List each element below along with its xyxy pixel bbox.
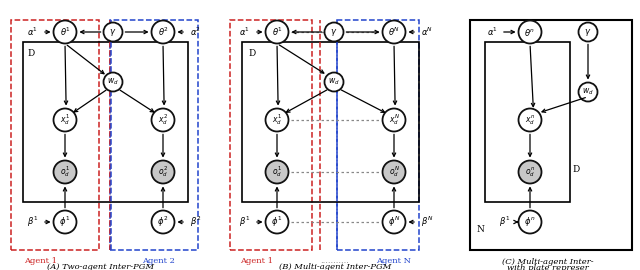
- Circle shape: [518, 160, 541, 184]
- Text: $\phi^1$: $\phi^1$: [271, 215, 283, 229]
- Text: $\phi^n$: $\phi^n$: [524, 215, 536, 228]
- Circle shape: [152, 211, 175, 234]
- Circle shape: [518, 21, 541, 43]
- Text: ...........: ...........: [321, 257, 349, 265]
- Text: (B) Multi-agent Inter-PGM: (B) Multi-agent Inter-PGM: [279, 263, 391, 270]
- Text: $\beta^1$: $\beta^1$: [239, 215, 250, 229]
- Circle shape: [383, 211, 406, 234]
- Text: D: D: [28, 49, 35, 59]
- Bar: [230, 20, 312, 250]
- Bar: [470, 20, 632, 250]
- Circle shape: [324, 22, 344, 42]
- Bar: [337, 20, 419, 250]
- Text: $w_d$: $w_d$: [582, 87, 594, 97]
- Text: $x_d^n$: $x_d^n$: [525, 113, 535, 127]
- Circle shape: [54, 160, 77, 184]
- Circle shape: [54, 211, 77, 234]
- Bar: [242, 42, 419, 202]
- Bar: [11, 20, 99, 250]
- Text: $\alpha^1$: $\alpha^1$: [27, 26, 38, 38]
- Text: $\alpha^1$: $\alpha^1$: [239, 26, 250, 38]
- Circle shape: [266, 21, 289, 43]
- Text: D: D: [572, 166, 580, 174]
- Text: $x_d^N$: $x_d^N$: [388, 113, 399, 127]
- Text: $w_d$: $w_d$: [328, 77, 340, 87]
- Text: $o_d^1$: $o_d^1$: [60, 164, 70, 180]
- Text: $x_d^2$: $x_d^2$: [158, 113, 168, 127]
- Circle shape: [266, 160, 289, 184]
- Bar: [485, 42, 570, 202]
- Bar: [23, 42, 188, 202]
- Bar: [110, 20, 198, 250]
- Text: $o_d^1$: $o_d^1$: [272, 164, 282, 180]
- Circle shape: [383, 21, 406, 43]
- Text: $\alpha^2$: $\alpha^2$: [190, 26, 201, 38]
- Circle shape: [518, 211, 541, 234]
- Circle shape: [152, 21, 175, 43]
- Circle shape: [579, 22, 598, 42]
- Text: $\gamma$: $\gamma$: [330, 26, 338, 38]
- Text: $\alpha^N$: $\alpha^N$: [421, 26, 433, 38]
- Circle shape: [518, 109, 541, 131]
- Circle shape: [54, 21, 77, 43]
- Circle shape: [152, 109, 175, 131]
- Text: Agent 2: Agent 2: [141, 257, 175, 265]
- Text: Agent N: Agent N: [376, 257, 412, 265]
- Text: $\beta^1$: $\beta^1$: [499, 215, 510, 229]
- Text: $\phi^1$: $\phi^1$: [60, 215, 70, 229]
- Text: $\theta^2$: $\theta^2$: [157, 26, 168, 38]
- Text: Agent 1: Agent 1: [241, 257, 273, 265]
- Circle shape: [579, 83, 598, 102]
- Text: $\phi^2$: $\phi^2$: [157, 215, 169, 229]
- Text: $\gamma$: $\gamma$: [584, 26, 591, 38]
- Text: (A) Two-agent Inter-PGM: (A) Two-agent Inter-PGM: [47, 263, 155, 270]
- Text: $\beta^N$: $\beta^N$: [421, 215, 433, 229]
- Text: $o_d^n$: $o_d^n$: [525, 165, 535, 179]
- Text: $\beta^2$: $\beta^2$: [190, 215, 201, 229]
- Text: $\theta^n$: $\theta^n$: [524, 26, 536, 38]
- Circle shape: [383, 160, 406, 184]
- Text: $o_d^2$: $o_d^2$: [158, 164, 168, 180]
- Text: $\beta^1$: $\beta^1$: [27, 215, 38, 229]
- Circle shape: [266, 109, 289, 131]
- Text: $x_d^1$: $x_d^1$: [60, 113, 70, 127]
- Text: $w_d$: $w_d$: [107, 77, 119, 87]
- Text: $\theta^1$: $\theta^1$: [60, 26, 70, 38]
- Circle shape: [266, 211, 289, 234]
- Circle shape: [54, 109, 77, 131]
- Text: $\phi^N$: $\phi^N$: [388, 215, 400, 229]
- Circle shape: [104, 22, 122, 42]
- Circle shape: [383, 109, 406, 131]
- Text: $\alpha^1$: $\alpha^1$: [487, 26, 498, 38]
- Text: Agent 1: Agent 1: [24, 257, 58, 265]
- Text: $\gamma$: $\gamma$: [109, 26, 116, 38]
- Text: $\theta^N$: $\theta^N$: [388, 26, 400, 38]
- Text: N: N: [476, 225, 484, 235]
- Text: with plate represer: with plate represer: [507, 264, 589, 270]
- Text: (C) Multi-agent Inter-: (C) Multi-agent Inter-: [502, 258, 594, 266]
- Circle shape: [104, 73, 122, 92]
- Text: $o_d^N$: $o_d^N$: [388, 164, 399, 180]
- Circle shape: [152, 160, 175, 184]
- Circle shape: [324, 73, 344, 92]
- Text: $x_d^1$: $x_d^1$: [272, 113, 282, 127]
- Text: $\theta^1$: $\theta^1$: [271, 26, 282, 38]
- Text: D: D: [248, 49, 255, 59]
